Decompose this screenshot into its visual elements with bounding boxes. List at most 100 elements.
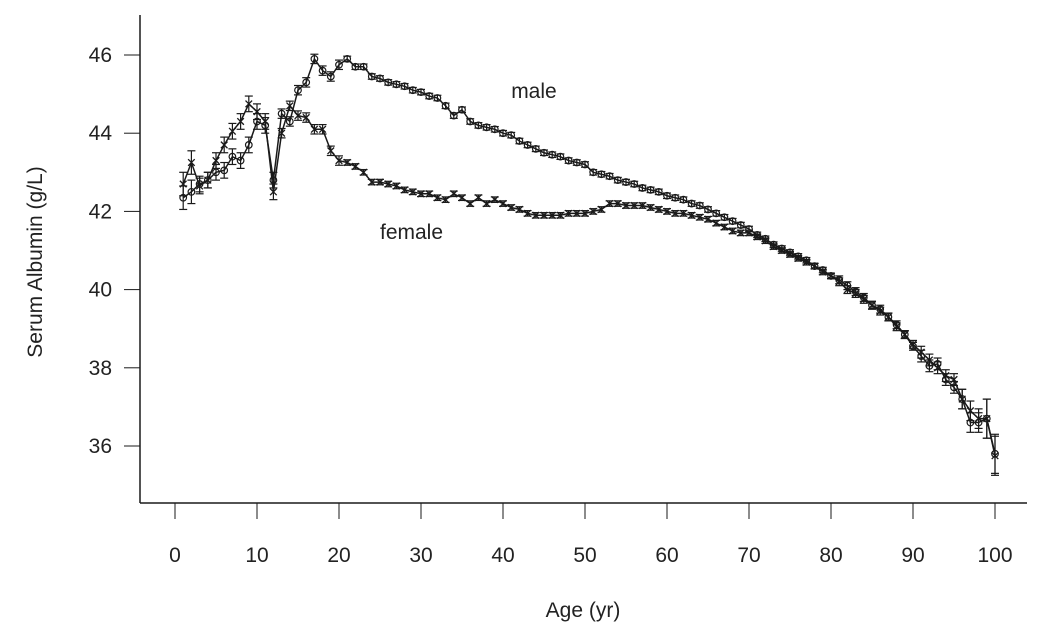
female-point bbox=[843, 285, 852, 294]
x-tick-label: 20 bbox=[327, 544, 350, 567]
female-point bbox=[605, 199, 614, 208]
male-point bbox=[736, 221, 745, 229]
female-point bbox=[663, 207, 671, 216]
male-point bbox=[376, 74, 384, 83]
female-point bbox=[441, 195, 450, 204]
female-point bbox=[302, 113, 310, 122]
male-point bbox=[572, 158, 581, 167]
male-point bbox=[384, 78, 393, 87]
female-point bbox=[474, 193, 483, 202]
x-tick-label: 60 bbox=[655, 544, 678, 567]
male-point bbox=[343, 55, 352, 63]
female-point bbox=[204, 176, 212, 184]
female-series-label: female bbox=[380, 221, 443, 244]
female-point bbox=[499, 199, 507, 208]
female-point bbox=[482, 199, 491, 208]
female-point bbox=[679, 209, 688, 218]
male-point bbox=[728, 217, 737, 226]
female-point bbox=[540, 211, 548, 220]
female-point bbox=[655, 205, 663, 214]
female-point bbox=[745, 229, 753, 237]
female-point bbox=[400, 186, 409, 194]
female-point bbox=[228, 127, 237, 136]
male-point bbox=[613, 176, 622, 185]
male-line bbox=[182, 57, 996, 454]
male-point bbox=[605, 172, 614, 181]
male-point bbox=[663, 191, 671, 200]
male-point bbox=[704, 205, 712, 214]
female-point bbox=[294, 111, 302, 120]
female-point bbox=[417, 190, 425, 198]
female-point bbox=[195, 182, 204, 190]
female-point bbox=[876, 307, 884, 315]
male-point bbox=[351, 62, 360, 71]
female-point bbox=[769, 242, 778, 251]
female-point bbox=[712, 219, 720, 227]
series-female bbox=[179, 95, 999, 476]
male-point bbox=[236, 156, 245, 165]
male-point bbox=[687, 199, 696, 208]
male-point bbox=[679, 195, 688, 204]
female-point bbox=[884, 313, 893, 321]
y-axis-label: Serum Albumin (g/L) bbox=[24, 166, 47, 357]
male-point bbox=[220, 166, 229, 175]
male-point bbox=[499, 129, 507, 138]
x-tick-label: 30 bbox=[409, 544, 432, 567]
female-point bbox=[851, 289, 860, 298]
female-point bbox=[384, 180, 392, 188]
male-point bbox=[507, 131, 516, 140]
male-point bbox=[515, 137, 524, 145]
y-tick-label: 40 bbox=[89, 279, 112, 302]
male-point bbox=[581, 160, 589, 169]
male-point bbox=[556, 152, 565, 161]
male-point bbox=[638, 184, 647, 192]
female-point bbox=[261, 117, 269, 126]
female-point bbox=[376, 178, 384, 186]
female-point bbox=[917, 348, 925, 356]
y-tick-label: 38 bbox=[89, 357, 112, 380]
female-point bbox=[548, 211, 556, 220]
female-point bbox=[433, 193, 442, 202]
female-point bbox=[523, 209, 532, 218]
female-point bbox=[819, 268, 827, 276]
female-point bbox=[802, 258, 811, 266]
male-point bbox=[630, 180, 639, 188]
female-point bbox=[868, 301, 876, 309]
female-point bbox=[581, 209, 589, 218]
female-point bbox=[392, 182, 401, 190]
male-point bbox=[408, 86, 417, 95]
female-point bbox=[351, 162, 360, 171]
female-point bbox=[253, 107, 261, 116]
female-point bbox=[556, 211, 565, 220]
female-point bbox=[220, 141, 228, 149]
x-tick-label: 10 bbox=[245, 544, 268, 567]
female-point bbox=[778, 246, 786, 255]
male-point bbox=[417, 88, 425, 97]
female-point bbox=[786, 250, 794, 259]
male-point bbox=[269, 176, 278, 185]
male-point bbox=[359, 62, 368, 71]
male-series-label: male bbox=[511, 80, 557, 103]
female-point bbox=[515, 205, 524, 214]
female-point bbox=[425, 190, 433, 198]
female-point bbox=[310, 125, 319, 134]
male-point bbox=[671, 193, 680, 202]
female-point bbox=[646, 203, 655, 212]
male-point bbox=[646, 185, 655, 194]
female-point bbox=[269, 188, 278, 196]
series-group bbox=[179, 53, 999, 476]
male-point bbox=[187, 187, 196, 196]
female-point bbox=[573, 209, 581, 218]
male-point bbox=[318, 66, 327, 75]
female-point bbox=[450, 190, 458, 198]
male-point bbox=[392, 80, 401, 89]
y-ticks: 36 38 40 42 44 46 bbox=[89, 44, 140, 458]
x-tick-label: 40 bbox=[491, 544, 514, 567]
female-point bbox=[335, 156, 343, 165]
female-point bbox=[359, 168, 368, 177]
male-point bbox=[441, 101, 450, 110]
male-point bbox=[433, 94, 442, 102]
male-point bbox=[474, 121, 483, 130]
y-tick-label: 44 bbox=[89, 122, 113, 145]
y-tick-label: 36 bbox=[89, 435, 112, 458]
